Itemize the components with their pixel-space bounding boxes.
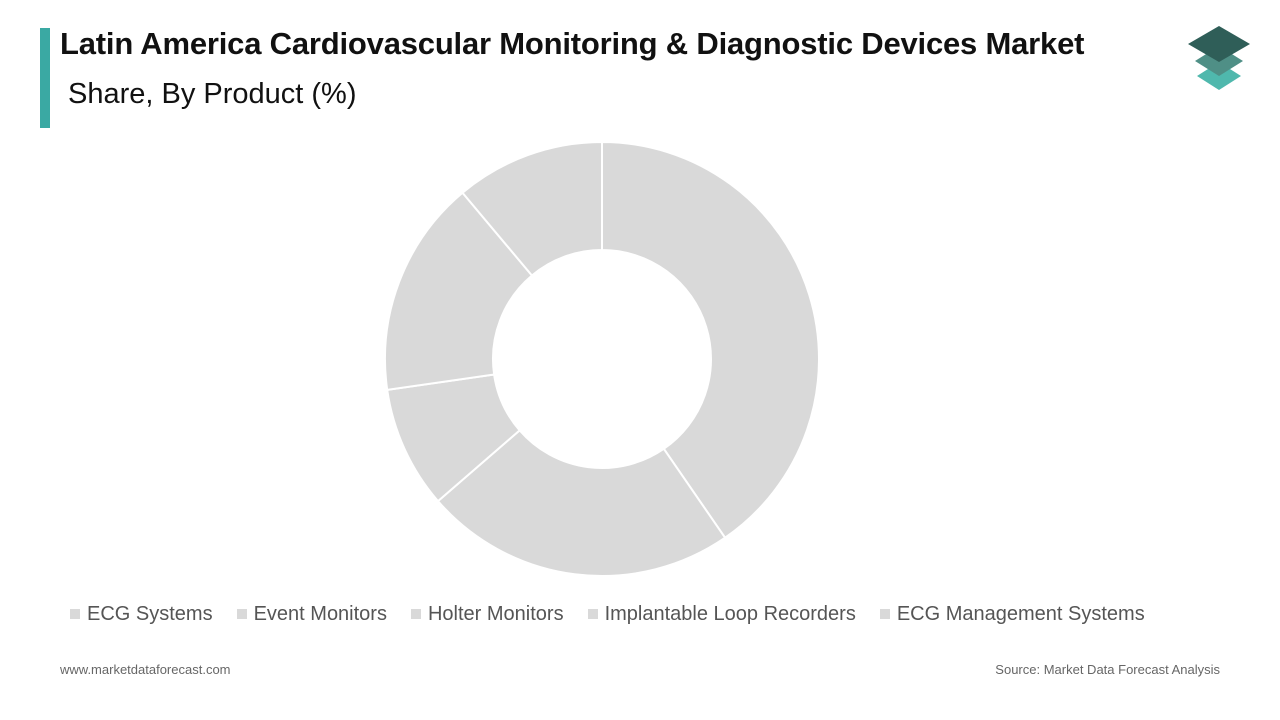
legend-label: ECG Systems xyxy=(87,602,213,625)
legend-item-holter-monitors: Holter Monitors xyxy=(410,602,564,626)
legend-label: Event Monitors xyxy=(253,602,387,625)
legend-label: Implantable Loop Recorders xyxy=(604,602,856,625)
legend-item-ecg-management-systems: ECG Management Systems xyxy=(879,602,1145,626)
website-url: www.marketdataforecast.com xyxy=(60,662,231,677)
source-note: Source: Market Data Forecast Analysis xyxy=(995,662,1220,677)
legend-swatch xyxy=(70,609,80,619)
donut-slice-ecg-management-systems xyxy=(461,140,603,277)
stacked-layers-logo-icon xyxy=(1188,26,1250,90)
donut-slice-ecg-systems xyxy=(601,140,820,540)
chart-legend: ECG Systems Event Monitors Holter Monitors… xyxy=(70,601,1230,627)
legend-label: Holter Monitors xyxy=(427,602,564,625)
donut-slice-implantable-loop-recorders xyxy=(384,191,534,392)
legend-item-implantable-loop-recorders: Implantable Loop Recorders xyxy=(587,602,856,626)
legend-swatch xyxy=(587,609,598,619)
donut-slice-event-monitors xyxy=(436,428,727,577)
legend-item-event-monitors: Event Monitors xyxy=(236,602,387,626)
legend-swatch xyxy=(879,609,890,619)
logo-layer-top xyxy=(1188,26,1250,62)
title-accent-bar xyxy=(40,28,50,128)
chart-title: Latin America Cardiovascular Monitoring … xyxy=(60,26,1085,61)
legend-swatch xyxy=(410,609,421,619)
legend-swatch xyxy=(236,609,247,619)
chart-subtitle: Share, By Product (%) xyxy=(68,78,357,110)
legend-label: ECG Management Systems xyxy=(896,602,1145,625)
legend-item-ecg-systems: ECG Systems xyxy=(70,603,213,626)
